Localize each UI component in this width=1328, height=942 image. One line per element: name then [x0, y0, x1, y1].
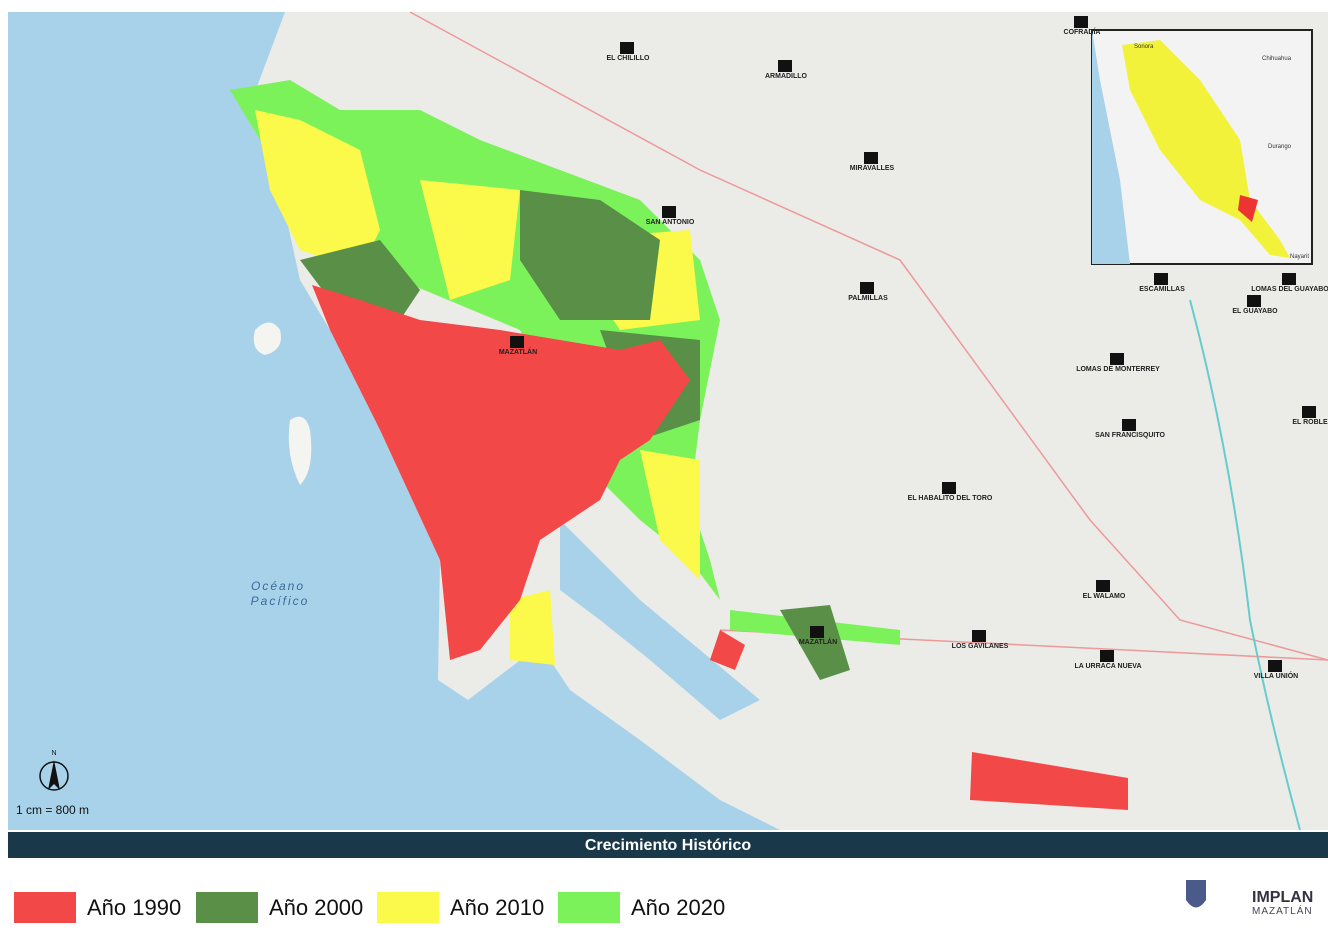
place-marker — [1282, 273, 1296, 285]
place-label: PALMILLAS — [848, 295, 888, 302]
legend-swatch — [196, 892, 258, 923]
scale: 1 cm = 800 m — [16, 803, 89, 817]
patch — [312, 285, 690, 660]
shield — [1186, 880, 1206, 908]
patch — [255, 110, 380, 270]
place-marker — [1268, 660, 1282, 672]
place-label: LOMAS DEL GUAYABO — [1251, 286, 1328, 293]
place-label: VILLA UNIÓN — [1254, 671, 1298, 680]
highway — [409, 11, 1328, 661]
bay — [560, 520, 760, 720]
north-arrow — [39, 760, 69, 791]
place-marker — [942, 482, 956, 494]
ocean — [8, 12, 780, 830]
north-label: N — [51, 750, 56, 757]
island — [253, 322, 281, 355]
legend-label: Año 2010 — [450, 895, 544, 920]
place-marker — [860, 282, 874, 294]
place-marker — [1096, 580, 1110, 592]
inset-label: Chihuahua — [1262, 56, 1292, 62]
place-label: EL ROBLE — [1292, 419, 1328, 426]
patch — [640, 450, 700, 580]
patch — [510, 590, 555, 665]
place-marker — [864, 152, 878, 164]
inset-map — [1091, 29, 1313, 265]
patch — [970, 752, 1128, 810]
place-marker — [1122, 419, 1136, 431]
place-label: MAZATLÁN — [799, 637, 837, 646]
inset-ocean — [1092, 30, 1130, 264]
inset-label: Sonora — [1134, 44, 1154, 50]
ocean-label: Pacífico — [251, 594, 310, 608]
place-label: ESCAMILLAS — [1139, 286, 1185, 293]
place-label: LOS GAVILANES — [952, 643, 1009, 650]
place-label: COFRADÍA — [1064, 27, 1101, 36]
place-label: EL CHILILLO — [606, 55, 650, 62]
inset-label: Durango — [1268, 144, 1292, 150]
place-label: SAN ANTONIO — [646, 219, 695, 226]
place-label: SAN FRANCISQUITO — [1095, 432, 1165, 439]
ocean-label: Océano — [251, 579, 305, 593]
inset-label: Nayarit — [1290, 254, 1309, 260]
legend-swatch — [558, 892, 620, 923]
logo-name: IMPLAN — [1252, 889, 1313, 906]
logo-city: MAZATLÁN — [1252, 904, 1313, 917]
patch — [420, 180, 520, 300]
place-marker — [1247, 295, 1261, 307]
legend-label: Año 2020 — [631, 895, 725, 920]
legend-label: Año 2000 — [269, 895, 363, 920]
legend-label: Año 1990 — [87, 895, 181, 920]
place-label: LOMAS DE MONTERREY — [1076, 366, 1160, 373]
place-marker — [778, 60, 792, 72]
north-needle — [48, 760, 60, 790]
place-marker — [1074, 16, 1088, 28]
legend-swatch — [377, 892, 439, 923]
place-label: MAZATLÁN — [499, 347, 537, 356]
legend-swatch — [14, 892, 76, 923]
place-label: LA URRACA NUEVA — [1074, 663, 1141, 670]
place-label: EL WALAMO — [1083, 593, 1126, 600]
patch — [710, 630, 745, 670]
place-marker — [972, 630, 986, 642]
place-marker — [1154, 273, 1168, 285]
patch — [520, 190, 660, 320]
place-marker — [510, 336, 524, 348]
title: Crecimiento Histórico — [585, 837, 751, 854]
river — [1189, 299, 1301, 831]
title-bar — [8, 832, 1328, 858]
inset-municipality — [1238, 195, 1258, 222]
place-label: ARMADILLO — [765, 73, 808, 80]
place-label: EL GUAYABO — [1232, 308, 1278, 315]
place-marker — [662, 206, 676, 218]
island — [288, 416, 312, 485]
place-marker — [620, 42, 634, 54]
place-marker — [810, 626, 824, 638]
place-label: EL HABALITO DEL TORO — [908, 495, 993, 502]
patch — [780, 605, 850, 680]
place-marker — [1110, 353, 1124, 365]
urban-1990 — [312, 285, 1128, 810]
place-marker — [1100, 650, 1114, 662]
place-label: MIRAVALLES — [850, 165, 895, 172]
place-marker — [1302, 406, 1316, 418]
logo: IMPLAN MAZATLÁN — [1186, 880, 1313, 917]
